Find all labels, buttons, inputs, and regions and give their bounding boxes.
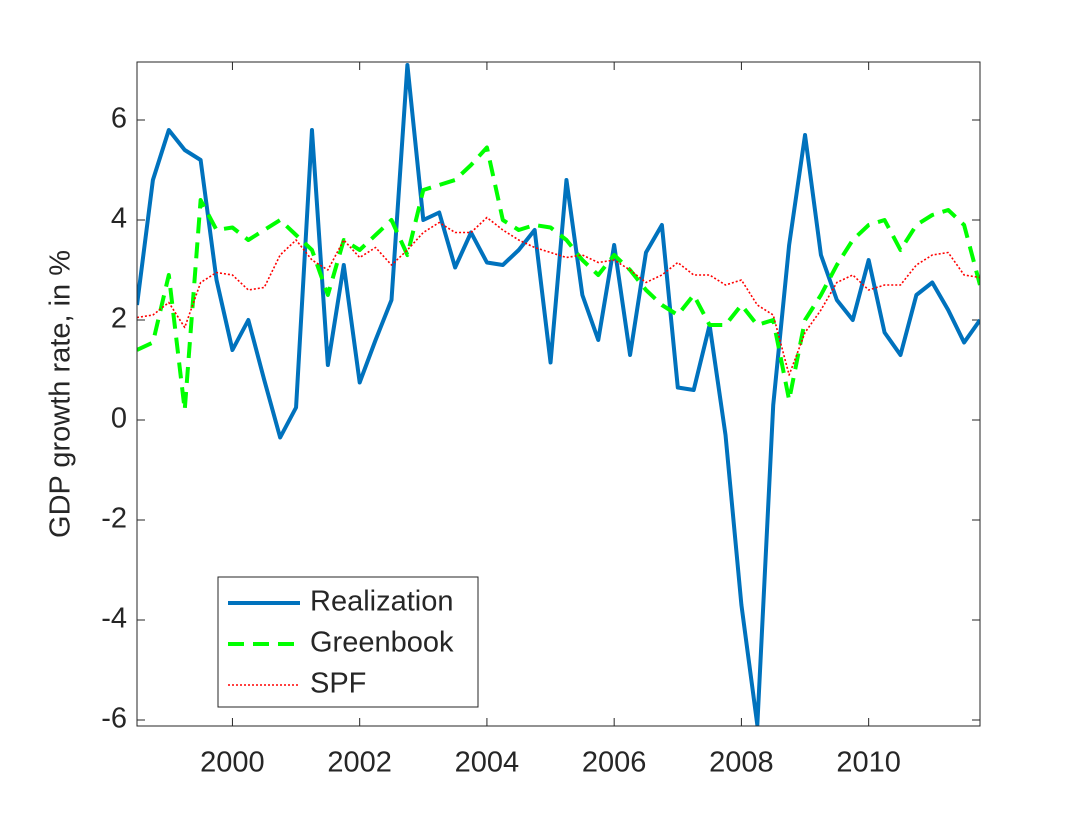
y-tick-label: -4 — [101, 603, 127, 635]
y-tick-label: 0 — [111, 403, 127, 435]
legend-label: SPF — [310, 668, 366, 700]
series-line — [137, 63, 980, 726]
x-tick-label: 2010 — [836, 747, 901, 779]
series-line — [137, 145, 980, 412]
legend-label: Greenbook — [310, 627, 454, 659]
y-tick-label: 4 — [111, 203, 127, 235]
y-tick-label: -6 — [101, 703, 127, 735]
plot-frame — [136, 61, 981, 727]
x-tick-label: 2000 — [200, 747, 265, 779]
y-tick-label: -2 — [101, 503, 127, 535]
x-tick-label: 2006 — [582, 747, 647, 779]
series-line — [137, 216, 980, 376]
x-tick-label: 2004 — [455, 747, 520, 779]
x-tick-label: 2008 — [709, 747, 774, 779]
y-tick-label: 6 — [111, 103, 127, 135]
legend-label: Realization — [310, 586, 453, 618]
y-axis-label: GDP growth rate, in % — [45, 250, 77, 538]
y-tick-label: 2 — [111, 303, 127, 335]
x-tick-label: 2002 — [327, 747, 392, 779]
